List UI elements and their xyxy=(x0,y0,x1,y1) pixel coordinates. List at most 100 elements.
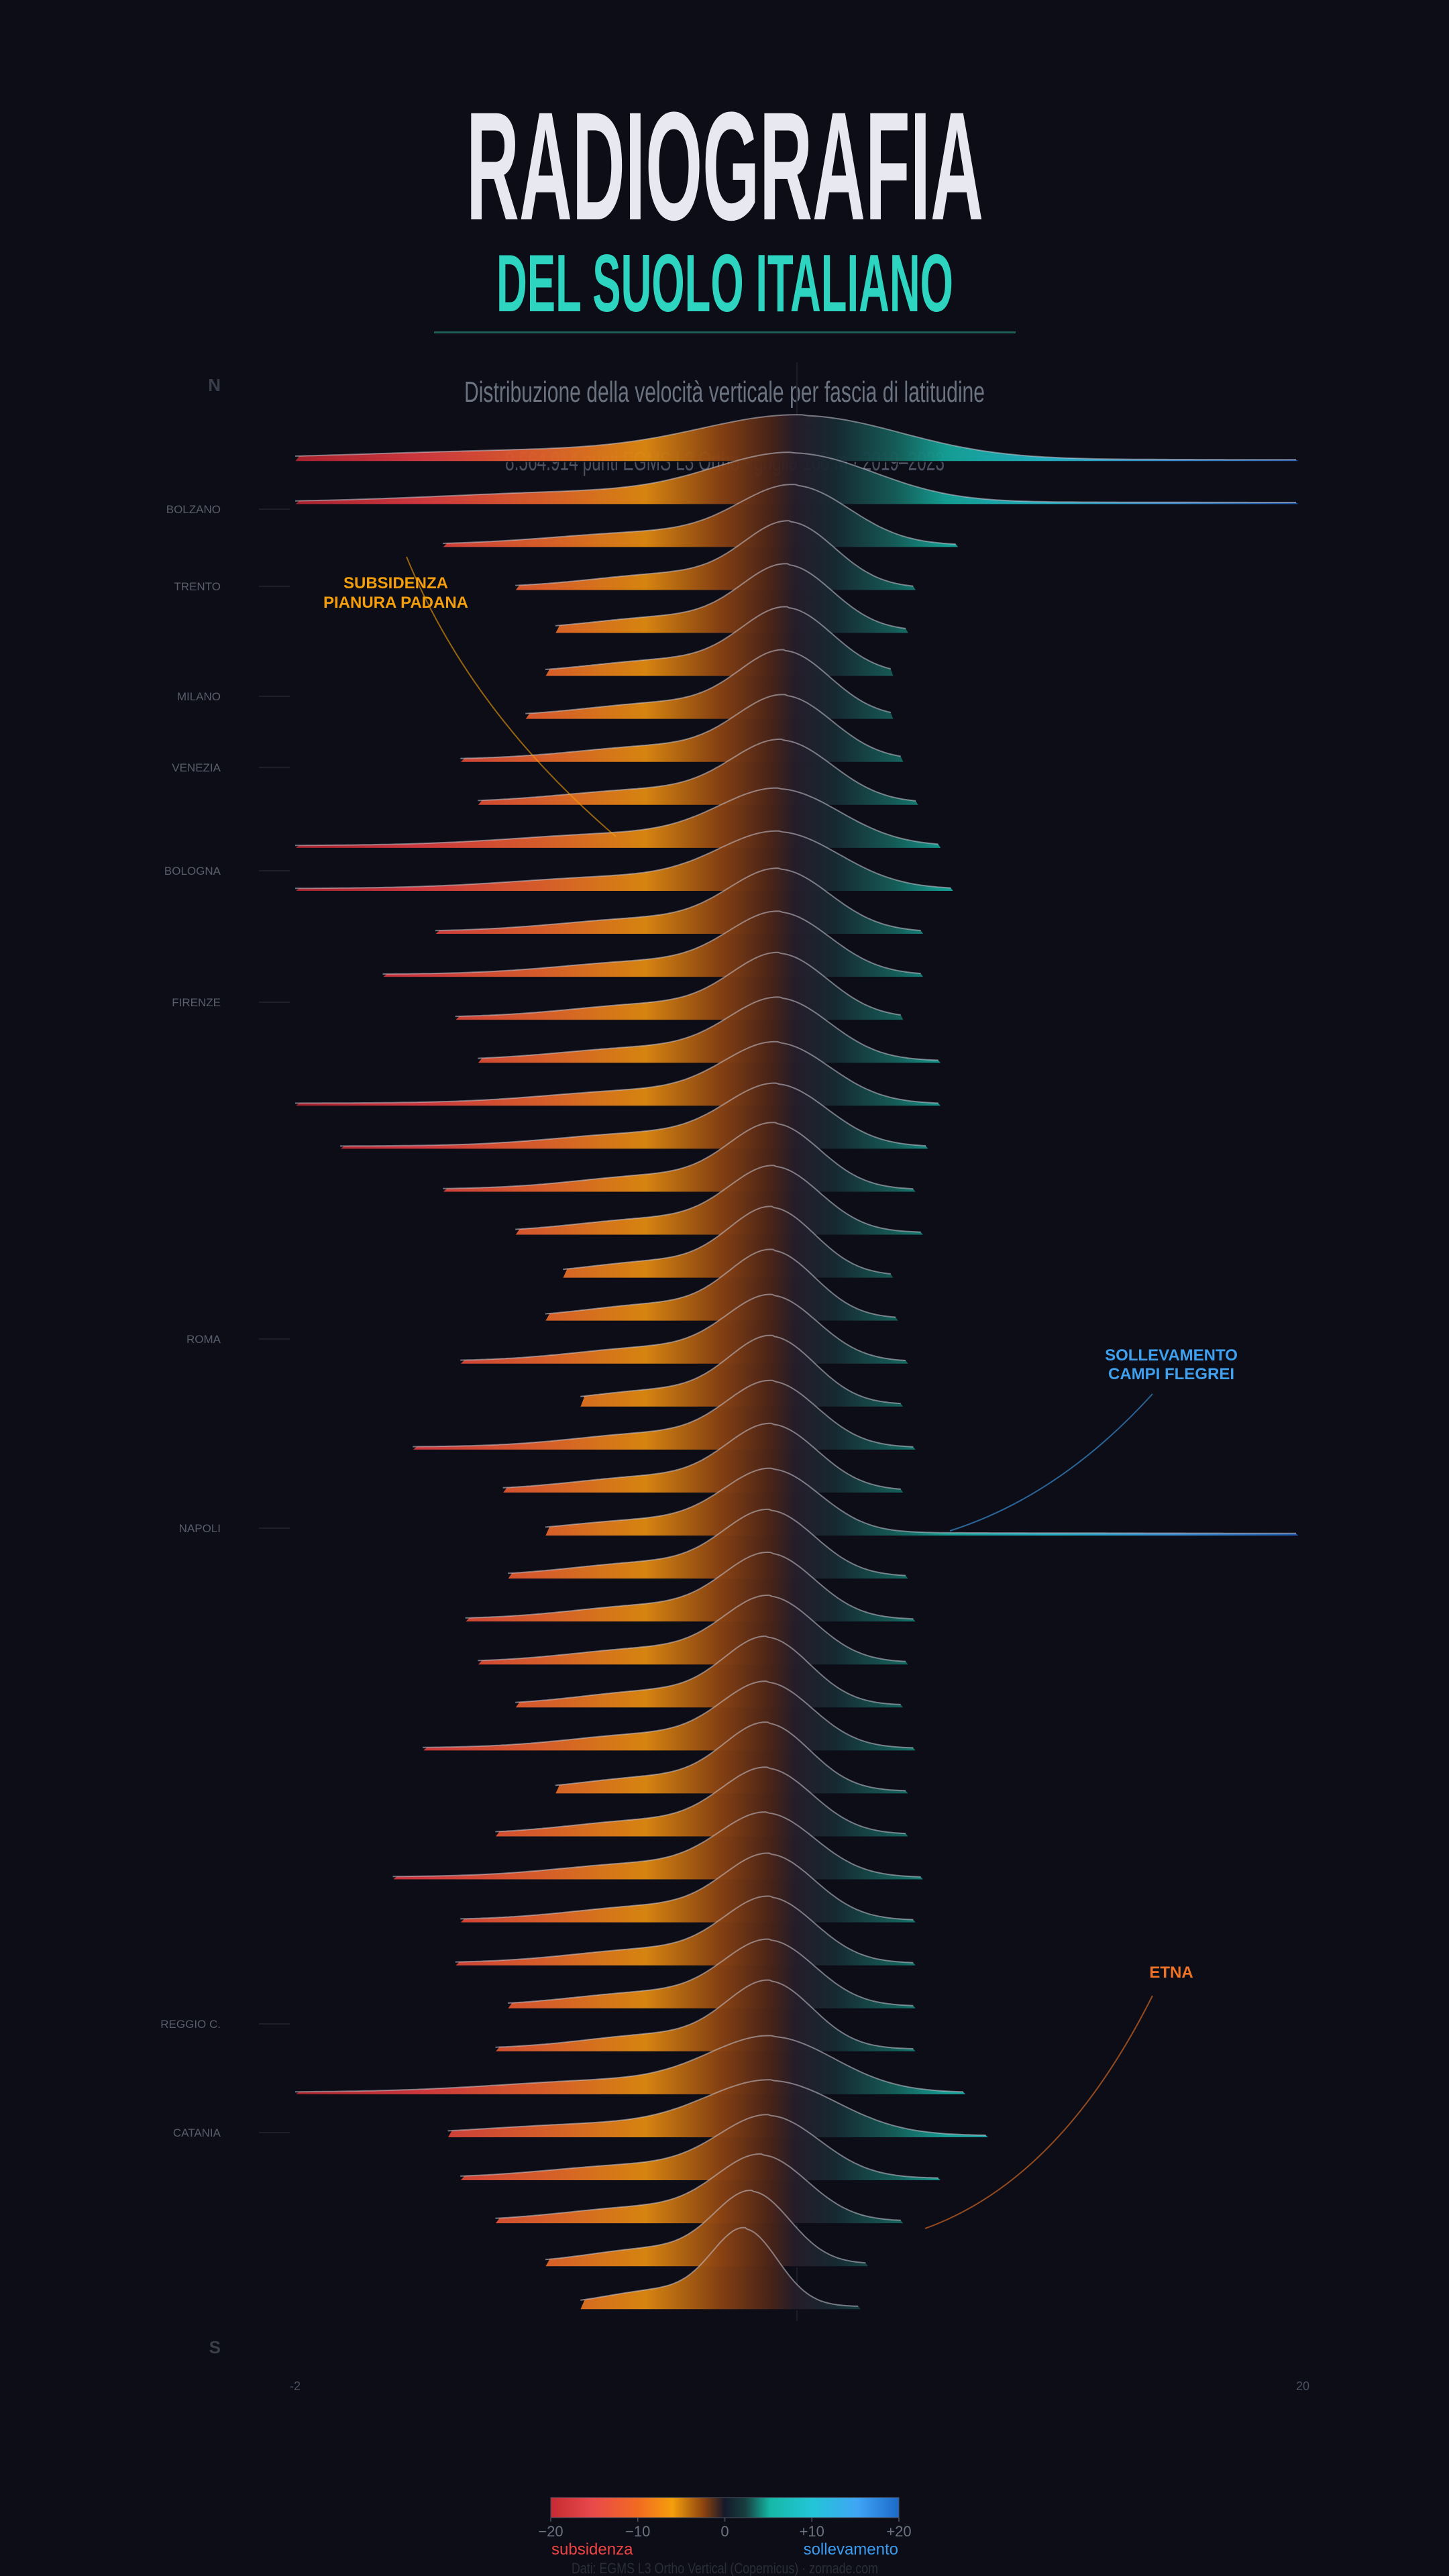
ridge-area xyxy=(465,1552,916,1622)
ridge-area xyxy=(545,1249,899,1322)
ridge-outline xyxy=(580,2226,859,2307)
annotation: ETNA xyxy=(924,1964,1193,2229)
annotation-leader-line xyxy=(949,1393,1153,1532)
ridge-area xyxy=(295,2035,966,2095)
ridge-outline xyxy=(443,484,956,545)
ridge-area xyxy=(495,1980,916,2052)
ridge-outline xyxy=(507,1508,906,1576)
ridge-area xyxy=(508,1509,909,1579)
ridge-outline xyxy=(545,2190,866,2264)
ridge-outline xyxy=(295,787,938,847)
ridge-outline xyxy=(460,694,901,759)
ridge-outline xyxy=(545,1248,896,1318)
ridge-outline xyxy=(392,1811,921,1878)
city-label: FIRENZE xyxy=(172,996,221,1009)
colorbar-tick-label: 0 xyxy=(720,2523,729,2540)
ridge-area xyxy=(515,1636,904,1709)
colorbar-left-label: subsidenza xyxy=(551,2540,633,2559)
north-label: N xyxy=(208,375,221,395)
ridge-outline xyxy=(382,910,921,975)
ridge-outline xyxy=(340,1082,926,1147)
annotation-leader-line xyxy=(406,556,616,837)
ridge-outline xyxy=(495,1766,906,1835)
ridge-outline xyxy=(413,1379,914,1448)
annotations: SUBSIDENZA PIANURA PADANA SOLLEVAMENTOCAMP… xyxy=(323,556,1238,2229)
colorbar-right-label: sollevamento xyxy=(804,2540,898,2559)
ridge-outline xyxy=(545,1467,1296,1534)
ridge-outline xyxy=(478,738,916,802)
ridge xyxy=(478,1595,909,1666)
ridge-area xyxy=(508,1939,916,2009)
latitude-labels: BOLZANO TRENTO MILANO VENEZIA BOLOGNA FIRENZE… xyxy=(160,503,290,2139)
city-label: REGGIO C. xyxy=(160,2018,221,2031)
ridgeline-plot xyxy=(294,414,1299,2310)
ridge-outline xyxy=(447,2079,986,2136)
ridge-outline xyxy=(443,1122,914,1190)
south-label: S xyxy=(209,2337,221,2357)
ridge xyxy=(495,1979,916,2053)
ridge-area xyxy=(478,739,918,806)
ridge xyxy=(495,2153,904,2224)
ridge-outline xyxy=(455,1895,914,1964)
ridge xyxy=(423,1680,916,1752)
ridge xyxy=(515,1635,904,1709)
ridge xyxy=(460,2114,941,2182)
annotation: SUBSIDENZA PIANURA PADANA xyxy=(323,556,616,837)
ridge-outline xyxy=(455,951,901,1018)
city-label: BOLOGNA xyxy=(164,865,221,877)
colorbar-tick-label: +20 xyxy=(886,2523,911,2540)
ridge-outline xyxy=(545,606,891,670)
annotation-leader-line xyxy=(924,1995,1153,2229)
ridge-outline xyxy=(555,563,906,629)
ridge-outline xyxy=(295,2035,963,2093)
ridge xyxy=(507,1508,909,1580)
ridge-area xyxy=(478,997,941,1063)
colorbar-legend: −20 −10 0 +10 +20 subsidenza sollevamento xyxy=(538,2497,912,2559)
ridge xyxy=(545,1467,1299,1537)
annotation-label: SOLLEVAMENTO xyxy=(1105,1346,1238,1364)
city-label: BOLZANO xyxy=(166,503,221,516)
ridge-area xyxy=(455,1896,916,1966)
ridge-area xyxy=(295,415,1299,462)
annotation-label: ETNA xyxy=(1149,1964,1193,1982)
ridge-outline xyxy=(460,1852,914,1921)
colorbar-tick-label: −20 xyxy=(538,2523,563,2540)
ridge xyxy=(478,996,941,1064)
ridge-outline xyxy=(295,1040,938,1104)
ridge xyxy=(495,1766,909,1837)
ridge-area xyxy=(495,2153,904,2224)
ridge-area xyxy=(515,521,916,591)
annotation-label: PIANURA PADANA xyxy=(323,594,468,612)
ridge xyxy=(443,484,959,548)
ridge-area xyxy=(545,1468,1299,1536)
ridge-area xyxy=(460,2114,941,2181)
ridge-area xyxy=(423,1681,916,1752)
ridge-outline xyxy=(515,1165,921,1233)
ridge-area xyxy=(460,1853,916,1923)
city-label: TRENTO xyxy=(174,580,221,593)
ridge-outline xyxy=(563,1205,891,1275)
city-label: MILANO xyxy=(177,690,221,703)
ridge-outline xyxy=(465,1551,914,1620)
ridge-outline xyxy=(495,2153,901,2221)
ridge xyxy=(455,1895,916,1967)
title-divider xyxy=(434,331,1016,333)
ridge-outline xyxy=(478,1595,906,1662)
ridge xyxy=(295,2035,966,2096)
ridge-outline xyxy=(294,451,1296,503)
annotation-label: SUBSIDENZA xyxy=(343,574,448,592)
ridge-area xyxy=(443,484,959,548)
ridge-outline xyxy=(435,867,921,932)
ridge-outline xyxy=(478,996,938,1061)
x-tick-label-min: -2 xyxy=(290,2379,301,2393)
description: Distribuzione della velocità verticale p… xyxy=(464,376,985,409)
ridge-area xyxy=(295,452,1299,505)
ridge xyxy=(580,2226,861,2310)
ridge xyxy=(460,1852,916,1924)
page-subtitle: DEL SUOLO ITALIANO xyxy=(496,237,953,329)
colorbar xyxy=(550,2497,900,2518)
ridge-outline xyxy=(460,2114,938,2179)
ridge-area xyxy=(545,2190,869,2267)
